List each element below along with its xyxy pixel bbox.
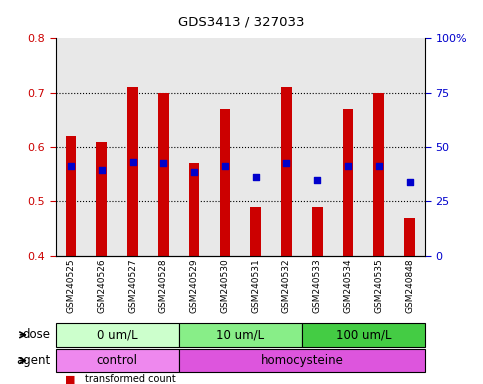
Bar (364, 38, 394, 256)
Point (375, 163, 383, 169)
Point (128, 159, 136, 166)
Text: transformed count: transformed count (85, 374, 175, 384)
Bar (373, 93, 384, 256)
Bar (56, 323, 179, 347)
Point (98, 167, 106, 173)
Point (252, 174, 259, 180)
Text: 10 um/L: 10 um/L (216, 328, 264, 341)
Bar (127, 87, 138, 256)
Bar (56, 38, 86, 256)
Bar (96, 142, 107, 256)
Text: dose: dose (23, 328, 51, 341)
Bar (219, 109, 230, 256)
Bar (240, 38, 271, 256)
Bar (179, 323, 302, 347)
Bar (271, 38, 302, 256)
Point (190, 169, 198, 175)
Bar (250, 207, 261, 256)
Bar (189, 163, 199, 256)
Text: GDS3413 / 327033: GDS3413 / 327033 (178, 15, 305, 28)
Text: homocysteine: homocysteine (260, 354, 343, 367)
Point (406, 179, 413, 185)
Point (159, 160, 167, 166)
Point (67, 163, 75, 169)
Bar (333, 38, 364, 256)
Bar (66, 136, 76, 256)
Bar (312, 207, 323, 256)
Bar (210, 38, 240, 256)
Bar (56, 349, 179, 372)
Bar (86, 38, 117, 256)
Bar (179, 349, 425, 372)
Text: ■: ■ (65, 374, 76, 384)
Bar (158, 93, 169, 256)
Text: 0 um/L: 0 um/L (97, 328, 138, 341)
Bar (302, 323, 425, 347)
Text: control: control (97, 354, 138, 367)
Bar (281, 87, 292, 256)
Bar (394, 38, 425, 256)
Point (283, 160, 290, 166)
Text: 100 um/L: 100 um/L (336, 328, 391, 341)
Bar (117, 38, 148, 256)
Point (313, 177, 321, 183)
Text: agent: agent (16, 354, 51, 367)
Bar (404, 218, 415, 256)
Point (221, 163, 229, 169)
Bar (148, 38, 179, 256)
Point (344, 163, 352, 169)
Bar (179, 38, 210, 256)
Bar (302, 38, 333, 256)
Bar (342, 109, 354, 256)
